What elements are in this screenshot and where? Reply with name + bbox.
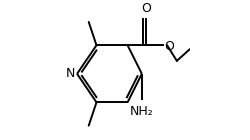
Text: NH₂: NH₂ — [130, 105, 154, 118]
Text: O: O — [164, 40, 174, 53]
Text: N: N — [66, 67, 75, 80]
Text: O: O — [142, 3, 151, 16]
